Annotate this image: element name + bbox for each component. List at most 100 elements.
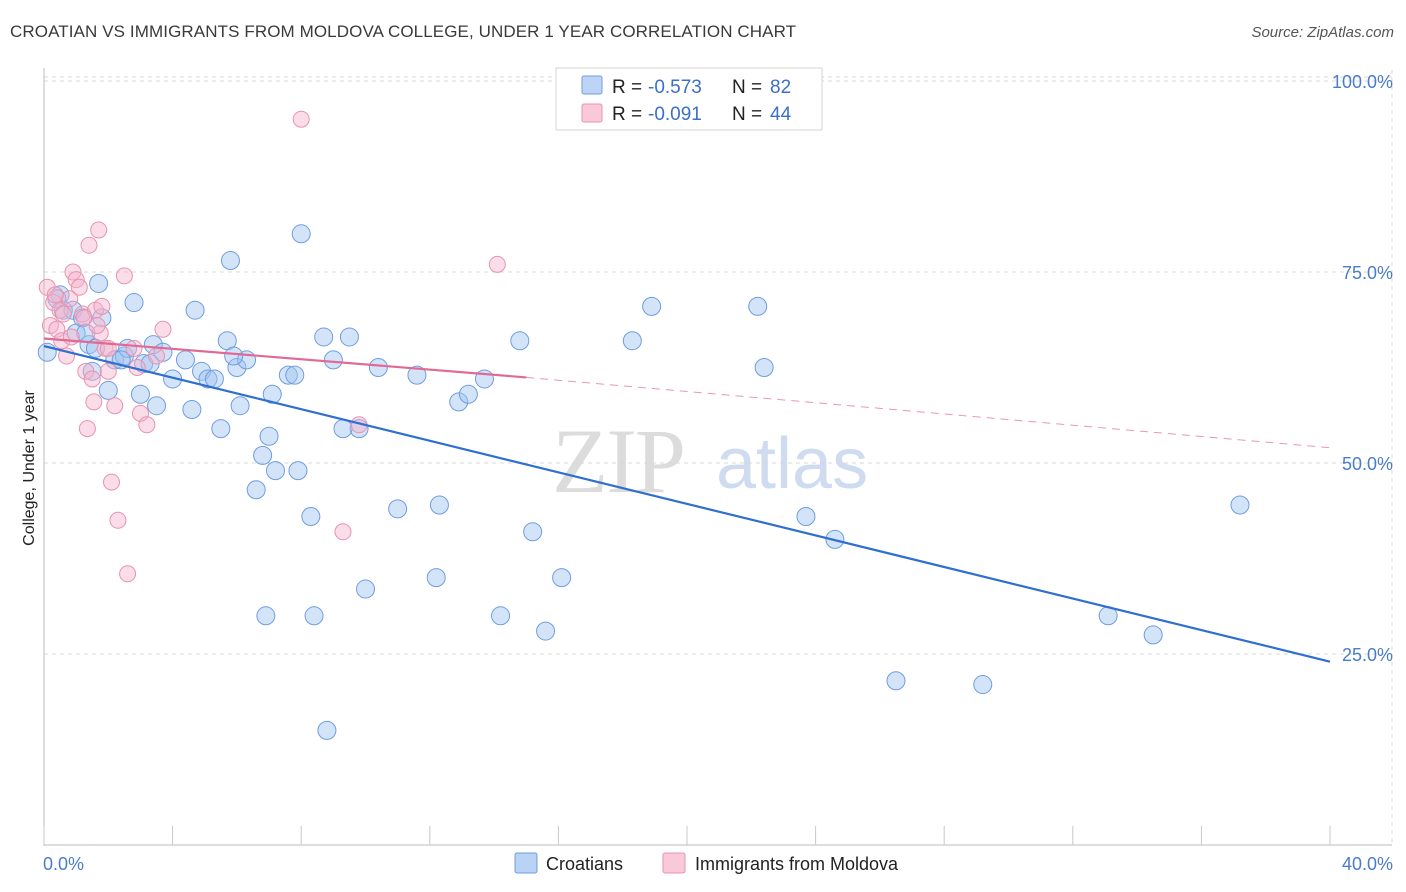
moldova-point: [292, 110, 310, 128]
legend-n-value-1: 82: [770, 77, 791, 98]
moldova-point: [125, 339, 143, 357]
croatians-point: [491, 606, 511, 626]
croatians-point: [288, 461, 308, 481]
legend-r-value-2: -0.091: [648, 104, 702, 125]
croatians-point: [227, 358, 247, 377]
croatians-point: [256, 606, 276, 626]
moldova-point: [90, 221, 108, 239]
grid-lines: [44, 70, 1393, 845]
moldova-point: [83, 370, 101, 388]
croatians-point: [185, 300, 205, 320]
legend-box: R = -0.573 N = 82 R = -0.091 N = 44: [555, 67, 823, 131]
croatians-point: [89, 273, 109, 293]
moldova-trend-extension: [526, 376, 1331, 449]
legend-swatch-croatians: [581, 75, 603, 95]
axes: [43, 68, 1392, 846]
moldova-point: [119, 565, 137, 583]
croatians-point: [143, 335, 163, 355]
croatians-point: [98, 380, 118, 400]
moldova-point: [154, 320, 172, 338]
legend-r-label-2: R =: [612, 104, 642, 125]
croatians-point: [1143, 625, 1163, 645]
croatians-point: [230, 396, 250, 416]
croatians-point: [246, 480, 266, 500]
moldova-point: [54, 305, 72, 323]
trend-lines: [43, 337, 1331, 663]
croatians-point: [339, 327, 359, 347]
bottom-legend-croatians: Croatians: [546, 854, 623, 874]
moldova-point: [148, 347, 166, 365]
croatians-point: [317, 720, 337, 740]
croatians-point: [622, 331, 642, 351]
croatians-point: [523, 522, 543, 542]
croatians-point: [426, 568, 446, 588]
moldova-point: [138, 416, 156, 434]
moldova-point: [61, 290, 79, 308]
croatians-point: [510, 331, 530, 351]
croatians-point: [124, 293, 144, 313]
croatians-point: [754, 358, 774, 377]
moldova-trend-line: [43, 337, 527, 379]
croatians-point: [973, 675, 993, 695]
moldova-point: [70, 278, 88, 296]
moldova-point: [99, 362, 117, 380]
croatians-point: [323, 350, 343, 370]
moldova-point: [103, 473, 121, 491]
x-tick-label-max: 40.0%: [1342, 854, 1393, 874]
chart-title: CROATIAN VS IMMIGRANTS FROM MOLDOVA COLL…: [10, 22, 797, 41]
croatians-point: [278, 365, 298, 385]
croatians-point: [224, 346, 244, 366]
bottom-legend: Croatians Immigrants from Moldova: [514, 852, 899, 874]
croatians-point: [1230, 495, 1250, 515]
croatians-point: [259, 426, 279, 446]
croatians-point: [291, 224, 311, 244]
y-tick-label-75: 75.0%: [1342, 263, 1393, 283]
y-tick-label-100: 100.0%: [1332, 72, 1393, 92]
croatians-point: [147, 396, 167, 416]
croatians-point: [304, 606, 324, 626]
moldova-point: [78, 420, 96, 438]
moldova-point: [75, 309, 93, 327]
legend-n-value-2: 44: [770, 104, 792, 125]
croatians-point: [407, 365, 427, 385]
legend-n-label-1: N =: [732, 77, 762, 98]
y-tick-label-25: 25.0%: [1342, 645, 1393, 665]
moldova-point: [46, 286, 64, 304]
croatians-point: [458, 384, 478, 404]
croatians-point: [301, 506, 321, 526]
croatians-point: [265, 461, 285, 481]
watermark-zip: ZIP: [552, 410, 684, 512]
moldova-point: [93, 297, 111, 315]
bottom-legend-swatch-moldova: [662, 852, 686, 874]
croatians-point: [552, 568, 572, 588]
croatians-point: [130, 384, 150, 404]
croatians-point: [211, 419, 231, 439]
moldova-point: [85, 393, 103, 411]
croatians-point: [356, 579, 375, 599]
y-tick-labels: 25.0% 50.0% 75.0% 100.0%: [1332, 72, 1393, 665]
croatians-point: [449, 392, 469, 412]
legend-n-label-2: N =: [732, 104, 762, 125]
croatians-point: [368, 358, 388, 377]
moldova-point: [88, 316, 106, 334]
moldova-point: [109, 511, 127, 529]
croatians-point: [886, 671, 906, 691]
y-tick-label-50: 50.0%: [1342, 454, 1393, 474]
moldova-point: [334, 523, 352, 541]
croatians-point: [182, 400, 202, 420]
croatians-point: [175, 350, 195, 370]
croatians-point: [333, 419, 353, 439]
moldova-point: [115, 267, 133, 285]
croatians-trend-line: [43, 345, 1331, 663]
croatians-point: [796, 506, 816, 526]
watermark-atlas: atlas: [716, 424, 868, 504]
moldova-point: [80, 236, 98, 254]
croatians-point: [314, 327, 334, 347]
croatians-point: [429, 495, 449, 515]
croatians-point: [253, 445, 273, 465]
croatians-point: [220, 251, 240, 271]
legend-swatch-moldova: [581, 103, 603, 123]
croatians-point: [748, 296, 768, 316]
moldova-point: [488, 255, 506, 273]
